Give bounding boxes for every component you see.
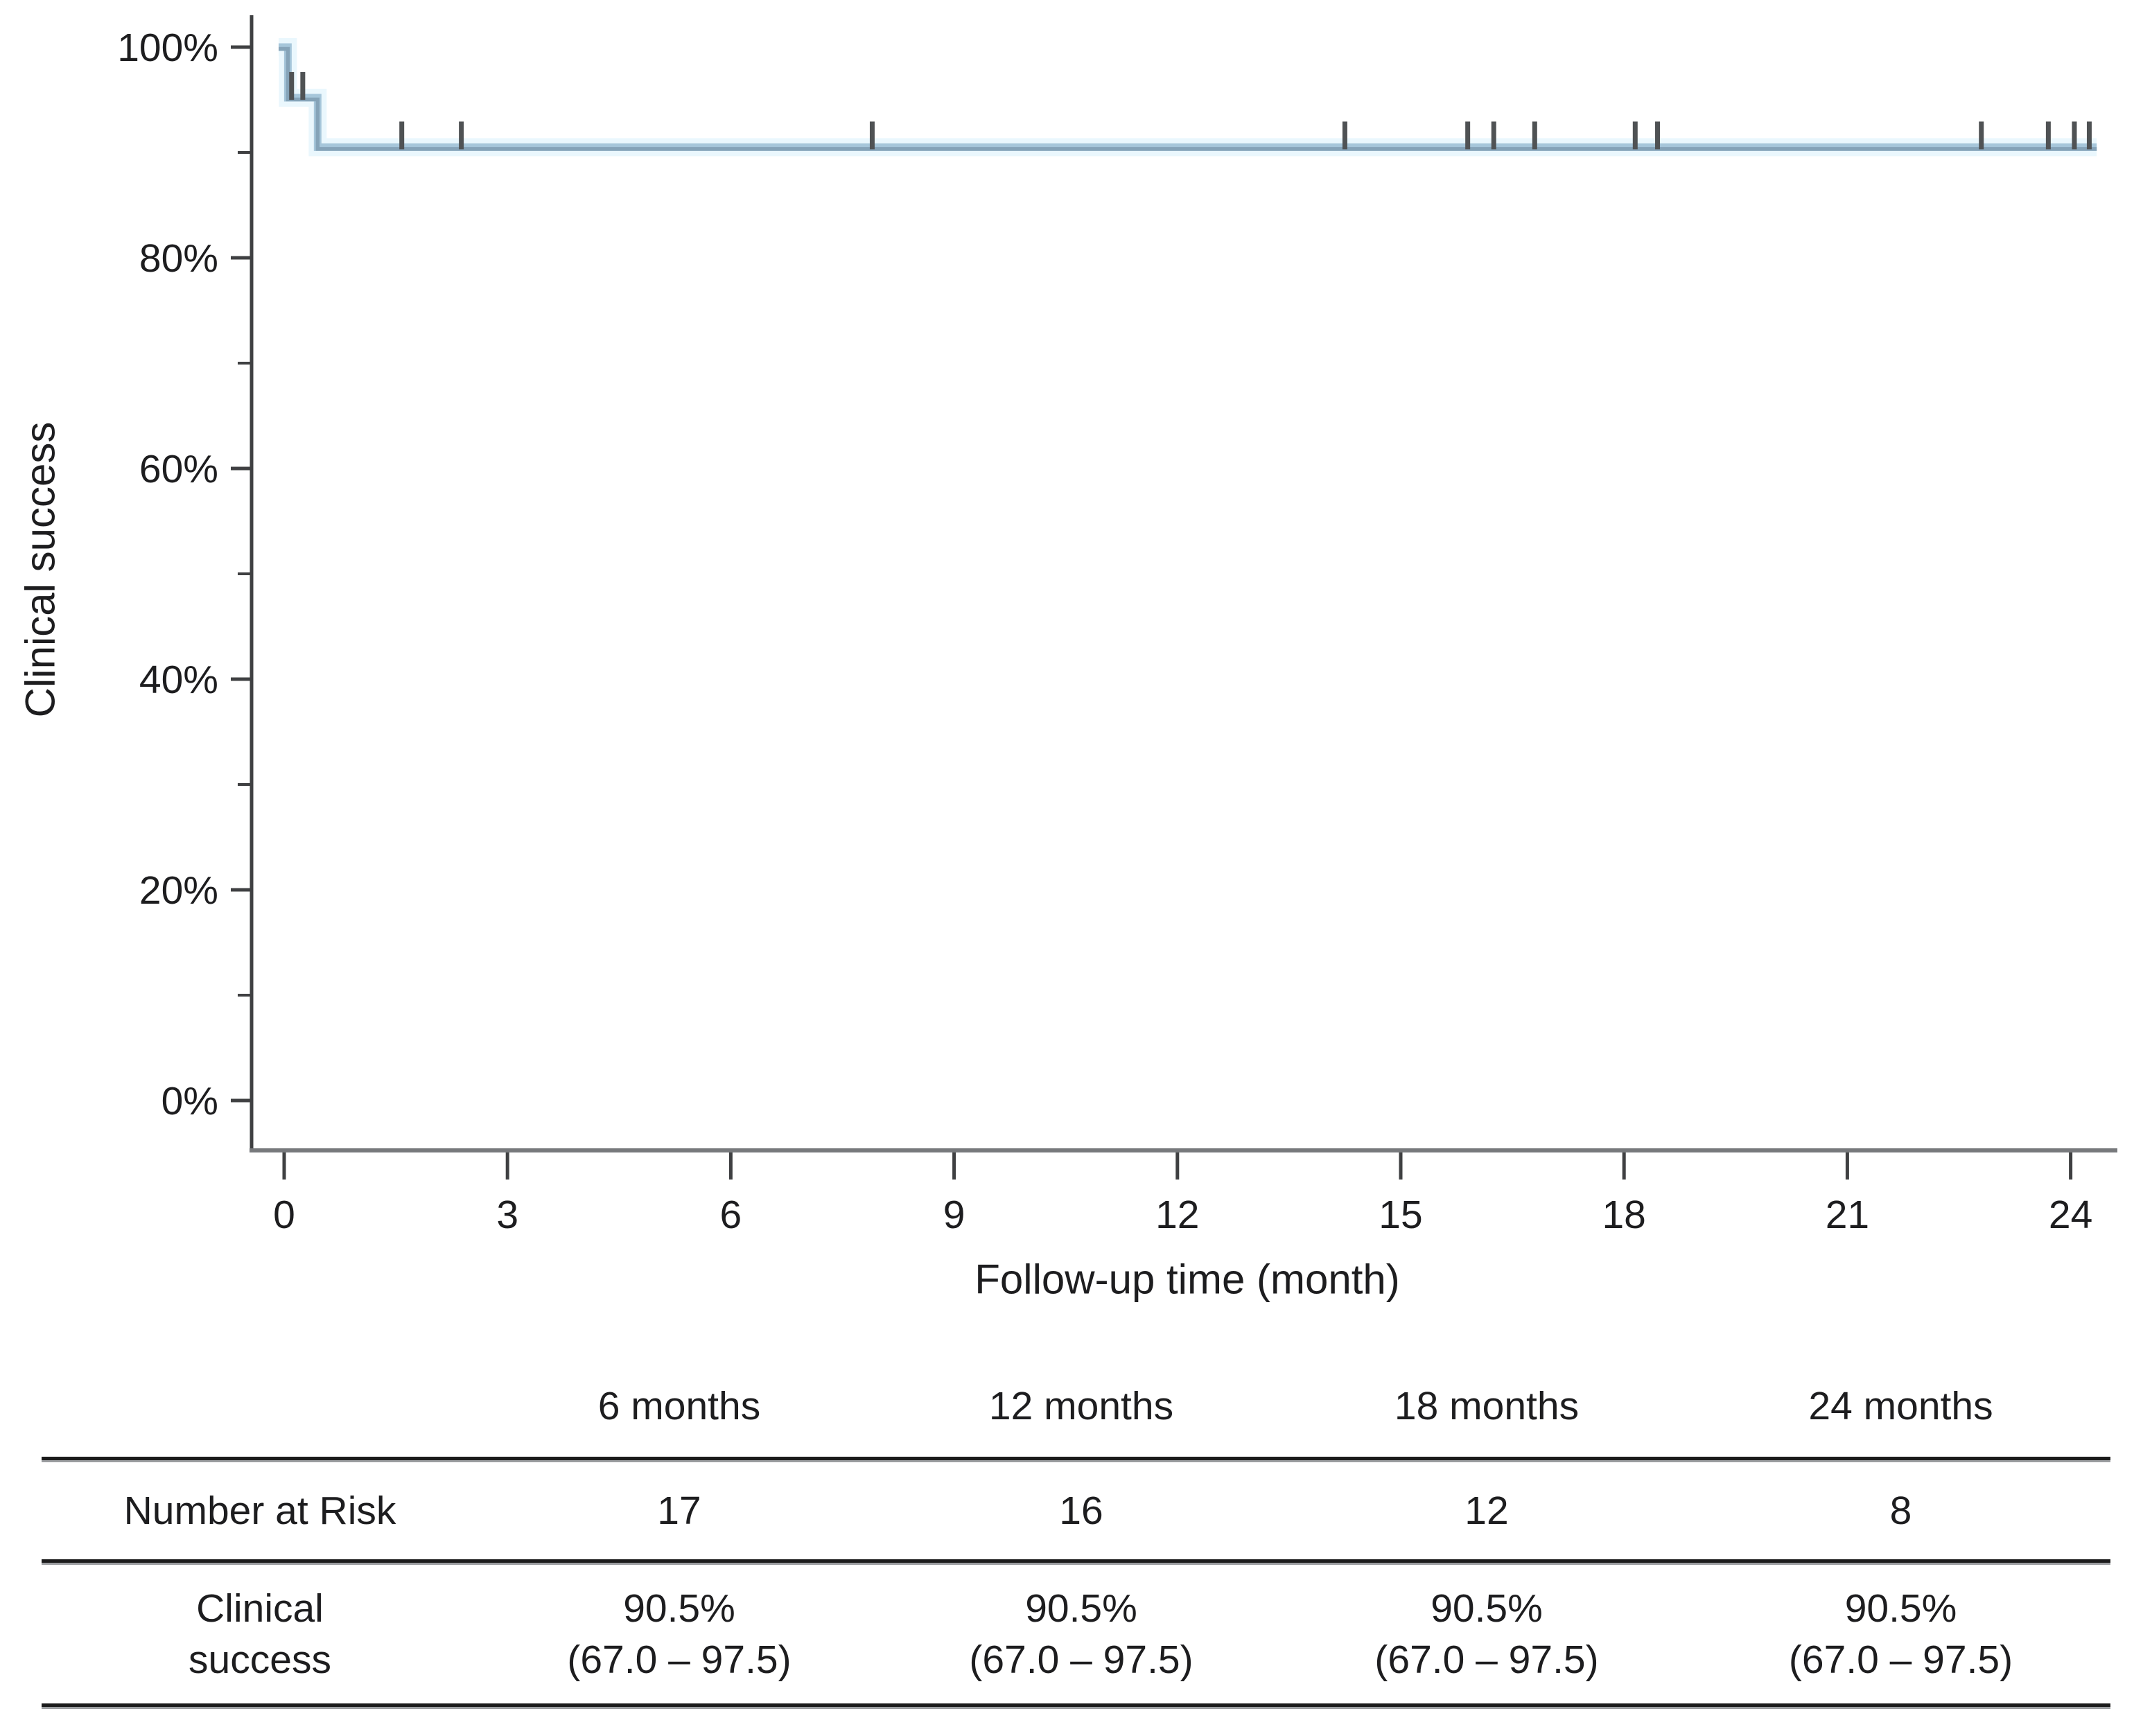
censor-tick: [289, 71, 295, 100]
y-tick-label: 100%: [117, 26, 218, 70]
censor-tick: [1655, 121, 1661, 150]
row-label-clinical-success: Clinical success: [42, 1583, 478, 1685]
x-tick-label: 9: [943, 1193, 965, 1237]
col-header-24-months: 24 months: [1808, 1383, 1993, 1428]
censor-tick: [1532, 121, 1537, 150]
table-rule-top: [42, 1457, 2110, 1462]
table-rule-bottom: [42, 1703, 2110, 1709]
y-tick-label: 20%: [139, 868, 218, 913]
risk-table: 6 months 12 months 18 months 24 months N…: [42, 1353, 2110, 1709]
censor-tick: [1465, 121, 1471, 150]
x-tick-label: 18: [1602, 1193, 1645, 1237]
censor-tick: [1342, 121, 1347, 150]
success-percent: 90.5%: [1844, 1586, 1957, 1631]
km-curve-band: [279, 43, 2097, 151]
km-plot: 100% 80% 60% 40% 20% 0% 0 3 6 9 12 15 18 21 24: [117, 15, 2117, 1237]
success-ci: (67.0 – 97.5): [1374, 1638, 1599, 1682]
risk-value-12-months: 16: [1059, 1488, 1103, 1533]
col-header-12-months: 12 months: [988, 1383, 1174, 1428]
y-tick-label: 80%: [139, 236, 218, 281]
success-value-24-months: 90.5% (67.0 – 97.5): [1691, 1583, 2110, 1685]
x-axis-title: Follow-up time (month): [974, 1256, 1400, 1303]
success-value-6-months: 90.5% (67.0 – 97.5): [478, 1583, 880, 1685]
y-tick-label: 0%: [161, 1079, 218, 1123]
censor-tick: [300, 71, 306, 100]
x-tick-label: 21: [1826, 1193, 1869, 1237]
risk-value-24-months: 8: [1889, 1488, 1912, 1533]
col-header-6-months: 6 months: [597, 1383, 761, 1428]
row-label-number-at-risk: Number at Risk: [123, 1488, 396, 1533]
censor-tick: [2045, 121, 2051, 150]
corner-cell: [42, 1432, 478, 1457]
number-at-risk-row: Number at Risk 17 16 12 8: [42, 1462, 2110, 1559]
risk-table-header-row: 6 months 12 months 18 months 24 months: [42, 1353, 2110, 1457]
x-tick-label: 12: [1155, 1193, 1199, 1237]
x-tick-label: 15: [1379, 1193, 1422, 1237]
success-ci: (67.0 – 97.5): [567, 1638, 791, 1682]
col-header-18-months: 18 months: [1394, 1383, 1580, 1428]
censor-tick: [2072, 121, 2077, 150]
x-tick-label: 3: [496, 1193, 518, 1237]
km-curve-halo: [279, 38, 2097, 157]
censor-tick: [869, 121, 875, 150]
risk-value-18-months: 12: [1464, 1488, 1509, 1533]
censor-tick: [1979, 121, 1984, 150]
clinical-success-row: Clinical success 90.5% (67.0 – 97.5) 90.…: [42, 1565, 2110, 1703]
x-tick-label: 0: [273, 1193, 295, 1237]
km-curve: [279, 46, 2097, 151]
x-tick-label: 6: [720, 1193, 742, 1237]
censor-tick: [459, 121, 464, 150]
censor-tick: [1632, 121, 1638, 150]
success-value-12-months: 90.5% (67.0 – 97.5): [880, 1583, 1282, 1685]
table-rule-middle: [42, 1559, 2110, 1565]
risk-value-6-months: 17: [657, 1488, 701, 1533]
row-label-line1: Clinical: [196, 1586, 324, 1631]
censor-tick: [1491, 121, 1496, 150]
success-percent: 90.5%: [1431, 1586, 1543, 1631]
row-label-line2: success: [189, 1638, 331, 1682]
x-tick-label: 24: [2049, 1193, 2092, 1237]
censor-tick: [2086, 121, 2092, 150]
success-ci: (67.0 – 97.5): [969, 1638, 1193, 1682]
success-percent: 90.5%: [623, 1586, 735, 1631]
censor-tick: [399, 121, 405, 150]
success-percent: 90.5%: [1025, 1586, 1137, 1631]
y-tick-label: 40%: [139, 658, 218, 702]
success-value-18-months: 90.5% (67.0 – 97.5): [1282, 1583, 1691, 1685]
y-tick-label: 60%: [139, 447, 218, 491]
success-ci: (67.0 – 97.5): [1788, 1638, 2013, 1682]
